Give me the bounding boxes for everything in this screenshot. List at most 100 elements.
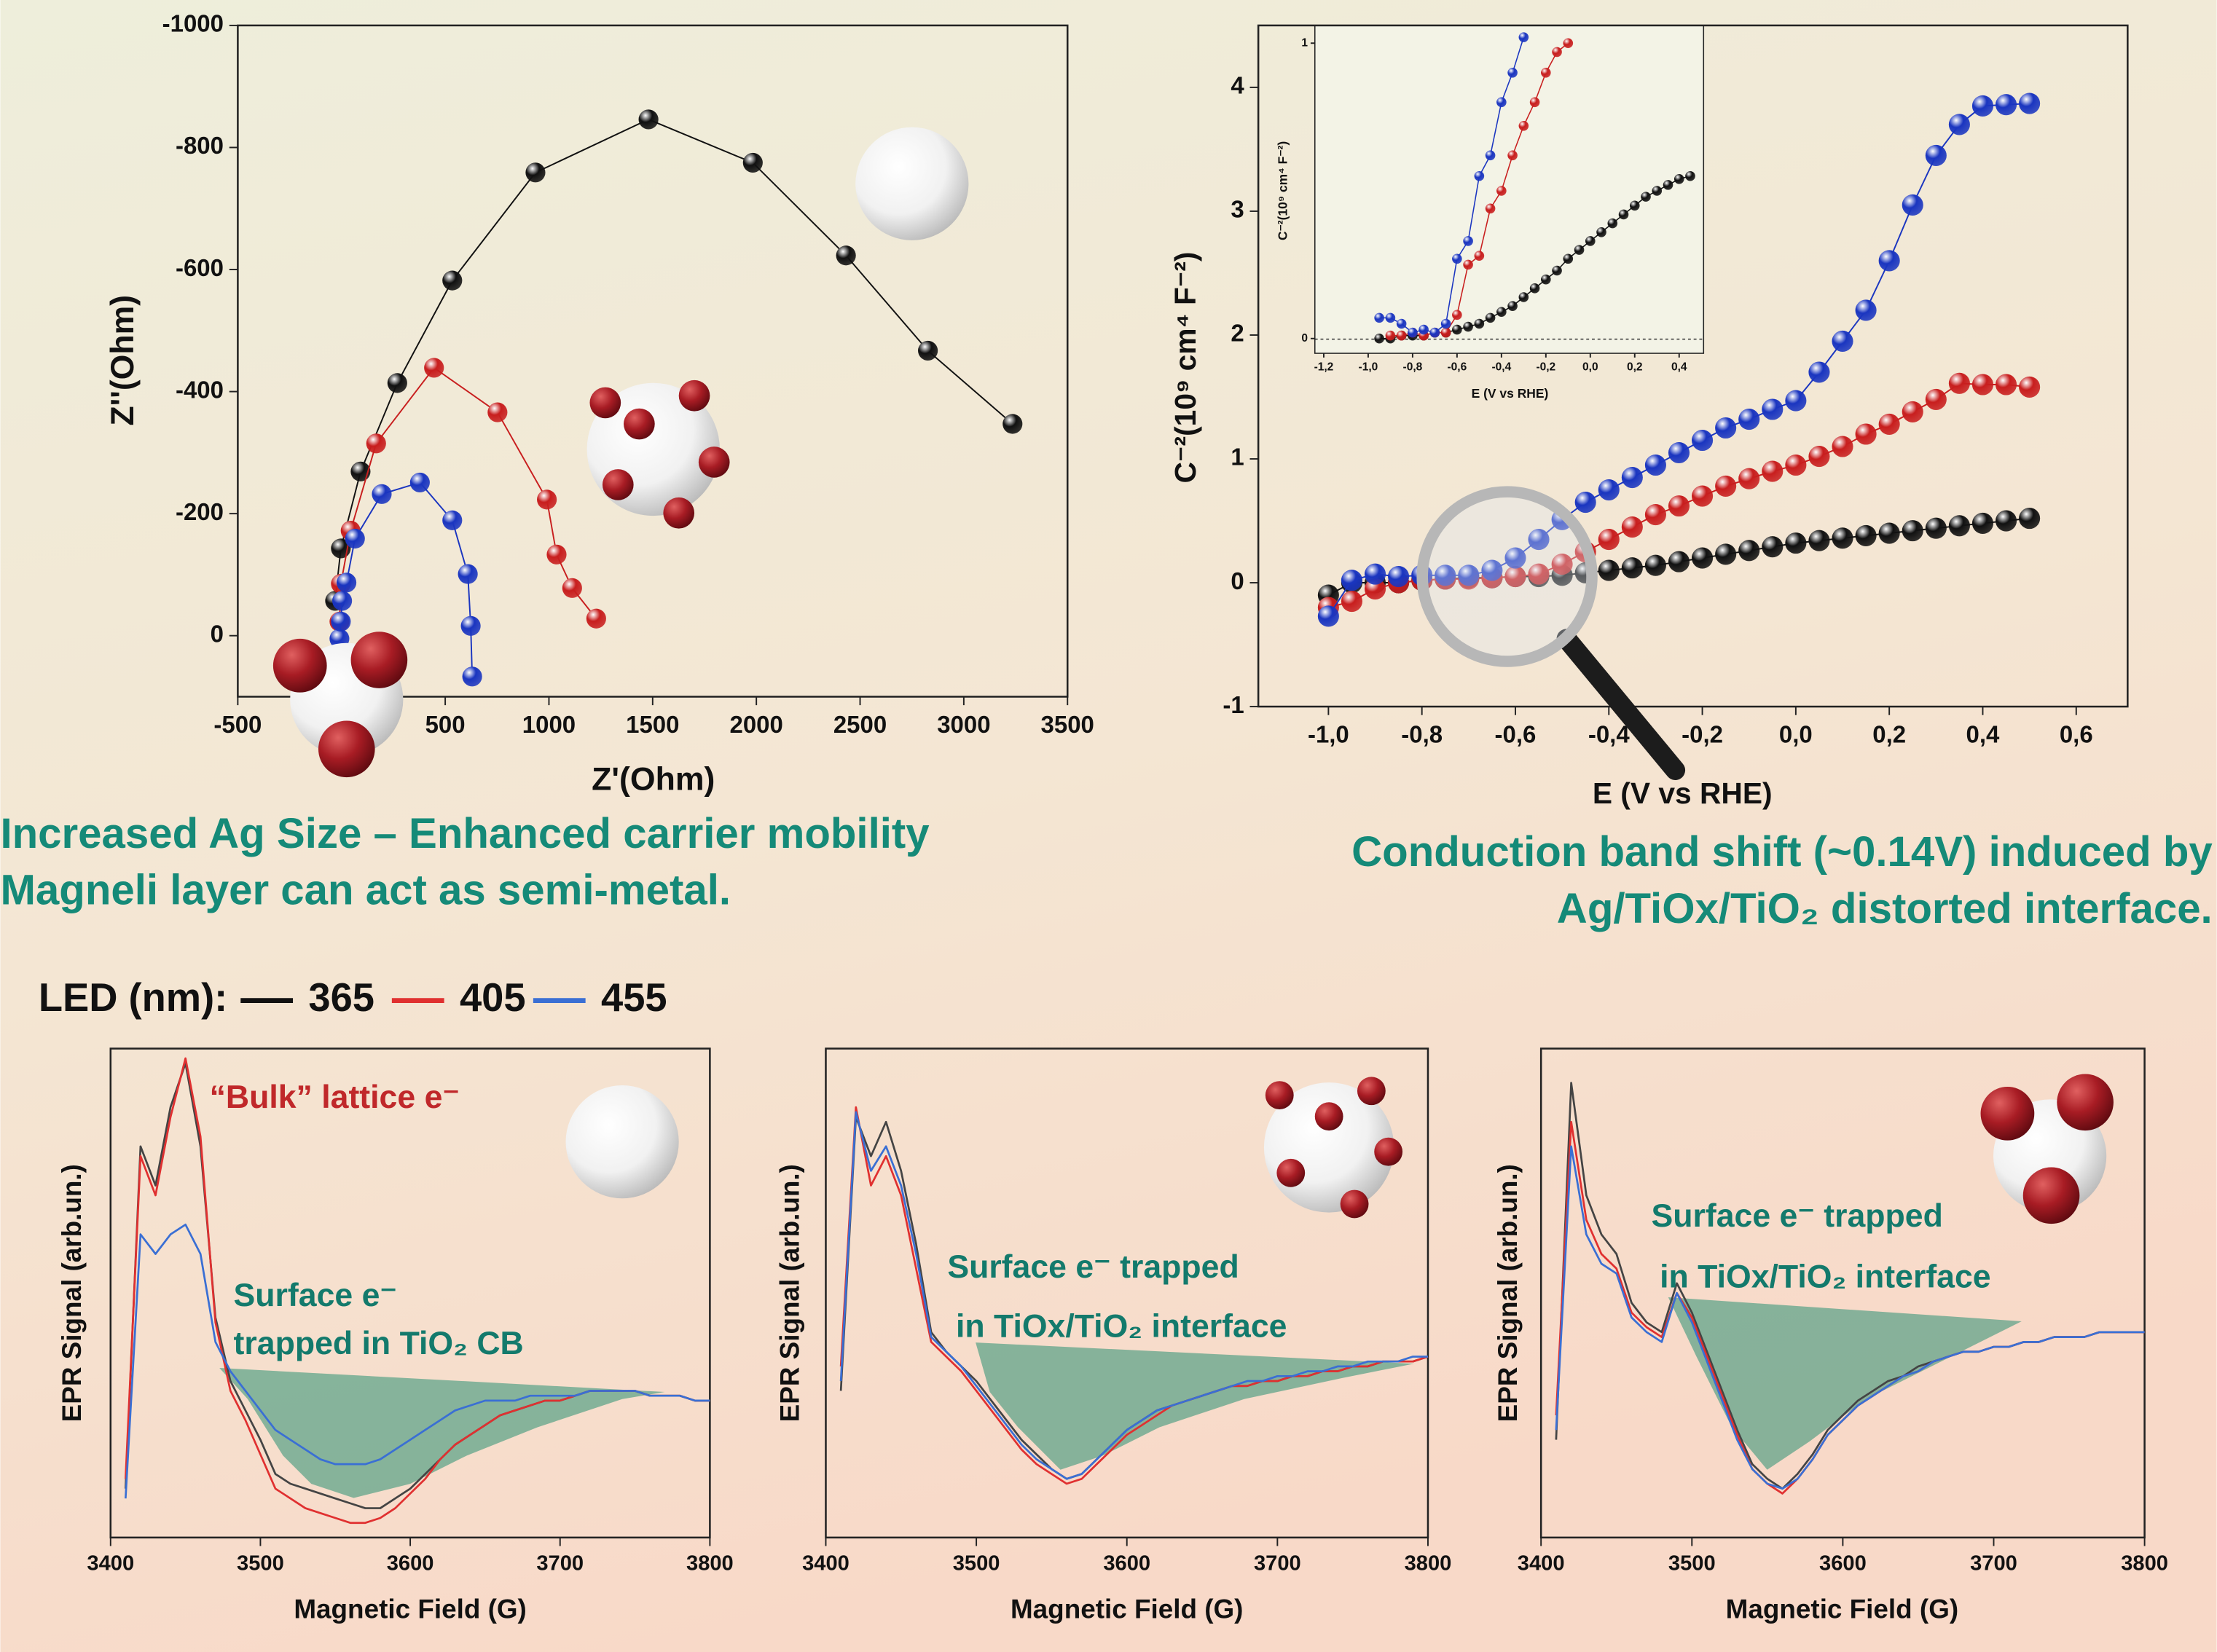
x-tick-label: 3800: [2121, 1551, 2168, 1575]
data-point: [1668, 551, 1690, 573]
data-point: [1926, 518, 1947, 539]
data-point: [2019, 377, 2040, 398]
data-point: [1879, 414, 1900, 435]
magnifier-lens: [1422, 492, 1592, 661]
data-point: [1365, 564, 1386, 585]
data-point: [1486, 313, 1496, 323]
x-tick-label: 3400: [87, 1551, 134, 1575]
particle: [1374, 1138, 1402, 1166]
y-tick-label: -200: [176, 498, 224, 525]
data-point: [1563, 253, 1574, 264]
data-point: [1552, 47, 1562, 58]
data-point: [1598, 559, 1620, 581]
data-point: [1879, 250, 1900, 271]
data-point: [1808, 446, 1829, 467]
data-point: [1519, 121, 1529, 131]
x-tick-label: 0,0: [1582, 361, 1598, 374]
data-point: [1475, 171, 1485, 181]
data-point: [1949, 114, 1970, 135]
data-point: [1785, 390, 1806, 412]
y-tick-label: 1: [1231, 444, 1244, 471]
data-point: [1972, 374, 1993, 395]
particle: [699, 447, 730, 478]
data-point: [1902, 194, 1923, 216]
data-point: [1996, 94, 2017, 115]
data-point: [1496, 98, 1507, 108]
y-axis-label: EPR Signal (arb.un.): [1493, 1164, 1523, 1422]
data-point: [1926, 389, 1947, 410]
data-point: [1622, 467, 1643, 488]
particle: [2023, 1168, 2080, 1224]
data-point: [1856, 423, 1877, 444]
particle: [663, 497, 694, 529]
data-point: [1575, 492, 1596, 513]
y-tick-label: 1: [1301, 36, 1308, 49]
data-point: [487, 402, 507, 422]
x-tick-label: 0,4: [1671, 361, 1687, 374]
x-tick-label: 1000: [522, 711, 576, 738]
annotation: in TiOx/TiO₂ interface: [1660, 1259, 1990, 1295]
figure: -500500100015002000250030003500-1000-800…: [0, 0, 2217, 1652]
data-point: [743, 153, 763, 173]
data-point: [463, 666, 482, 686]
x-tick-label: 0,2: [1872, 721, 1906, 748]
data-point: [1645, 455, 1666, 476]
x-tick-label: 3600: [387, 1551, 434, 1575]
data-point: [1692, 547, 1713, 568]
data-point: [1507, 151, 1518, 161]
x-tick-label: 3700: [536, 1551, 584, 1575]
data-point: [372, 484, 391, 504]
data-point: [1452, 325, 1462, 335]
x-tick-label: 0,2: [1627, 361, 1643, 374]
data-point: [1692, 485, 1713, 506]
x-tick-label: -0,6: [1495, 721, 1537, 748]
data-point: [1762, 536, 1783, 557]
data-point: [1441, 328, 1451, 338]
data-point: [1972, 513, 1993, 534]
data-point: [1808, 530, 1829, 551]
legend-title: LED (nm):: [39, 975, 227, 1020]
particle: [351, 632, 408, 688]
data-point: [442, 271, 462, 291]
x-tick-label: 3600: [1103, 1551, 1150, 1575]
particle: [1276, 1159, 1305, 1187]
annotation: trapped in TiO₂ CB: [234, 1326, 524, 1361]
y-axis-label: C⁻²(10⁹ cm⁴ F⁻²): [1276, 141, 1290, 240]
annotation: Surface e⁻ trapped: [947, 1249, 1239, 1285]
data-point: [1674, 174, 1684, 184]
y-axis-label: EPR Signal (arb.un.): [775, 1164, 805, 1422]
particle: [1981, 1087, 2035, 1141]
data-point: [1341, 591, 1362, 612]
data-point: [1972, 95, 1993, 117]
data-point: [1668, 442, 1690, 463]
data-point: [639, 109, 659, 129]
data-point: [1622, 516, 1643, 538]
particle: [624, 409, 655, 440]
x-tick-label: 1500: [626, 711, 679, 738]
x-tick-label: -1,0: [1308, 721, 1349, 748]
data-point: [1507, 301, 1518, 311]
data-point: [337, 573, 356, 592]
data-point: [1463, 236, 1473, 246]
annotation: “Bulk” lattice e⁻: [210, 1079, 460, 1115]
x-axis-label: Magnetic Field (G): [294, 1594, 526, 1624]
y-tick-label: 0: [211, 620, 224, 647]
data-point: [1902, 520, 1923, 541]
data-point: [1486, 204, 1496, 214]
data-point: [332, 591, 352, 610]
data-point: [1486, 151, 1496, 161]
particle: [855, 127, 968, 240]
x-tick-label: 3500: [953, 1551, 1000, 1575]
caption: Conduction band shift (~0.14V) induced b…: [1351, 828, 2213, 876]
data-point: [1738, 409, 1759, 430]
data-point: [1374, 313, 1384, 323]
x-tick-label: 3400: [1518, 1551, 1565, 1575]
x-tick-label: -0,8: [1401, 721, 1443, 748]
particle: [679, 380, 710, 412]
data-point: [1475, 251, 1485, 261]
y-tick-label: -1: [1223, 691, 1244, 718]
x-tick-label: 0,6: [2060, 721, 2093, 748]
data-point: [1902, 401, 1923, 422]
data-point: [1541, 68, 1551, 78]
particle: [1266, 1081, 1294, 1109]
